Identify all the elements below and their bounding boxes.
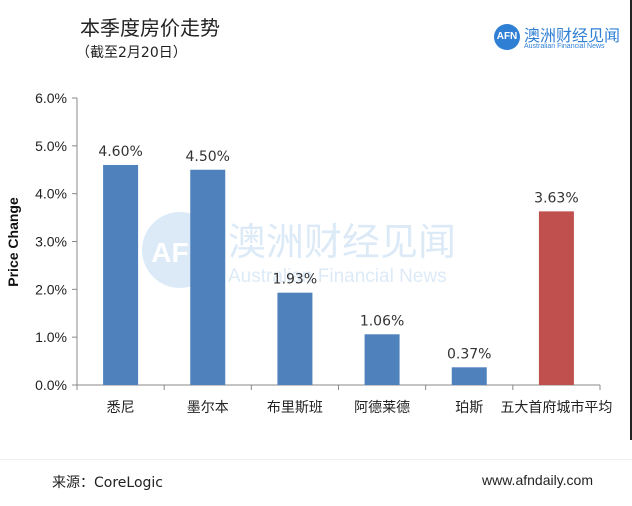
watermark-cn: 澳洲财经见闻 [228, 220, 456, 264]
source-note: 来源：CoreLogic [52, 475, 163, 491]
x-tick-label: 珀斯 [455, 400, 483, 416]
y-tick-label: 4.0% [35, 186, 67, 202]
right-border [630, 0, 632, 440]
watermark-en: Australian Financial News [228, 266, 447, 287]
y-axis: 0.0% 1.0% 2.0% 3.0% 4.0% 5.0% 6.0% [35, 90, 78, 393]
y-tick-label: 1.0% [35, 329, 67, 345]
y-tick-label: 6.0% [35, 90, 67, 106]
data-label: 3.63% [534, 190, 578, 206]
logo-name-en: Australian Financial News [524, 43, 605, 50]
footer-divider [0, 459, 632, 460]
data-label: 4.50% [186, 149, 230, 165]
bar [451, 367, 487, 385]
chart-subtitle: （截至2月20日） [76, 45, 187, 61]
bar [103, 164, 139, 385]
y-tick-label: 5.0% [35, 138, 67, 154]
website-link[interactable]: www.afndaily.com [482, 472, 594, 488]
x-tick-label: 五大首府城市平均 [500, 399, 612, 416]
chart-title: 本季度房价走势 [80, 16, 220, 40]
data-label: 1.93% [273, 272, 317, 288]
y-tick-label: 3.0% [35, 234, 67, 250]
bar [538, 211, 574, 385]
x-tick-label: 阿德莱德 [354, 400, 410, 416]
y-axis-label: Price Change [5, 197, 21, 287]
data-label: 4.60% [98, 144, 142, 160]
afn-logo-icon: AFN [494, 24, 520, 50]
bar [190, 169, 226, 385]
y-tick-label: 2.0% [35, 281, 67, 297]
bars: 4.60% 4.50% 1.93% 1.06% 0.37% 3.63% [98, 144, 579, 385]
x-tick-label: 布里斯班 [267, 400, 323, 416]
x-tick-label: 悉尼 [107, 400, 135, 416]
logo-name-cn: 澳洲财经见闻 [524, 26, 621, 45]
data-label: 0.37% [447, 346, 491, 362]
bar [277, 292, 313, 385]
bar-chart: AFN 澳洲财经见闻 Australian Financial News 0.0… [5, 90, 612, 416]
x-tick-label: 墨尔本 [187, 400, 229, 416]
afn-logo: AFN 澳洲财经见闻 Australian Financial News [494, 22, 624, 56]
bar [364, 334, 400, 385]
data-label: 1.06% [360, 313, 404, 329]
x-axis: 悉尼 墨尔本 布里斯班 阿德莱德 珀斯 五大首府城市平均 [76, 384, 612, 416]
y-tick-label: 0.0% [35, 377, 67, 393]
